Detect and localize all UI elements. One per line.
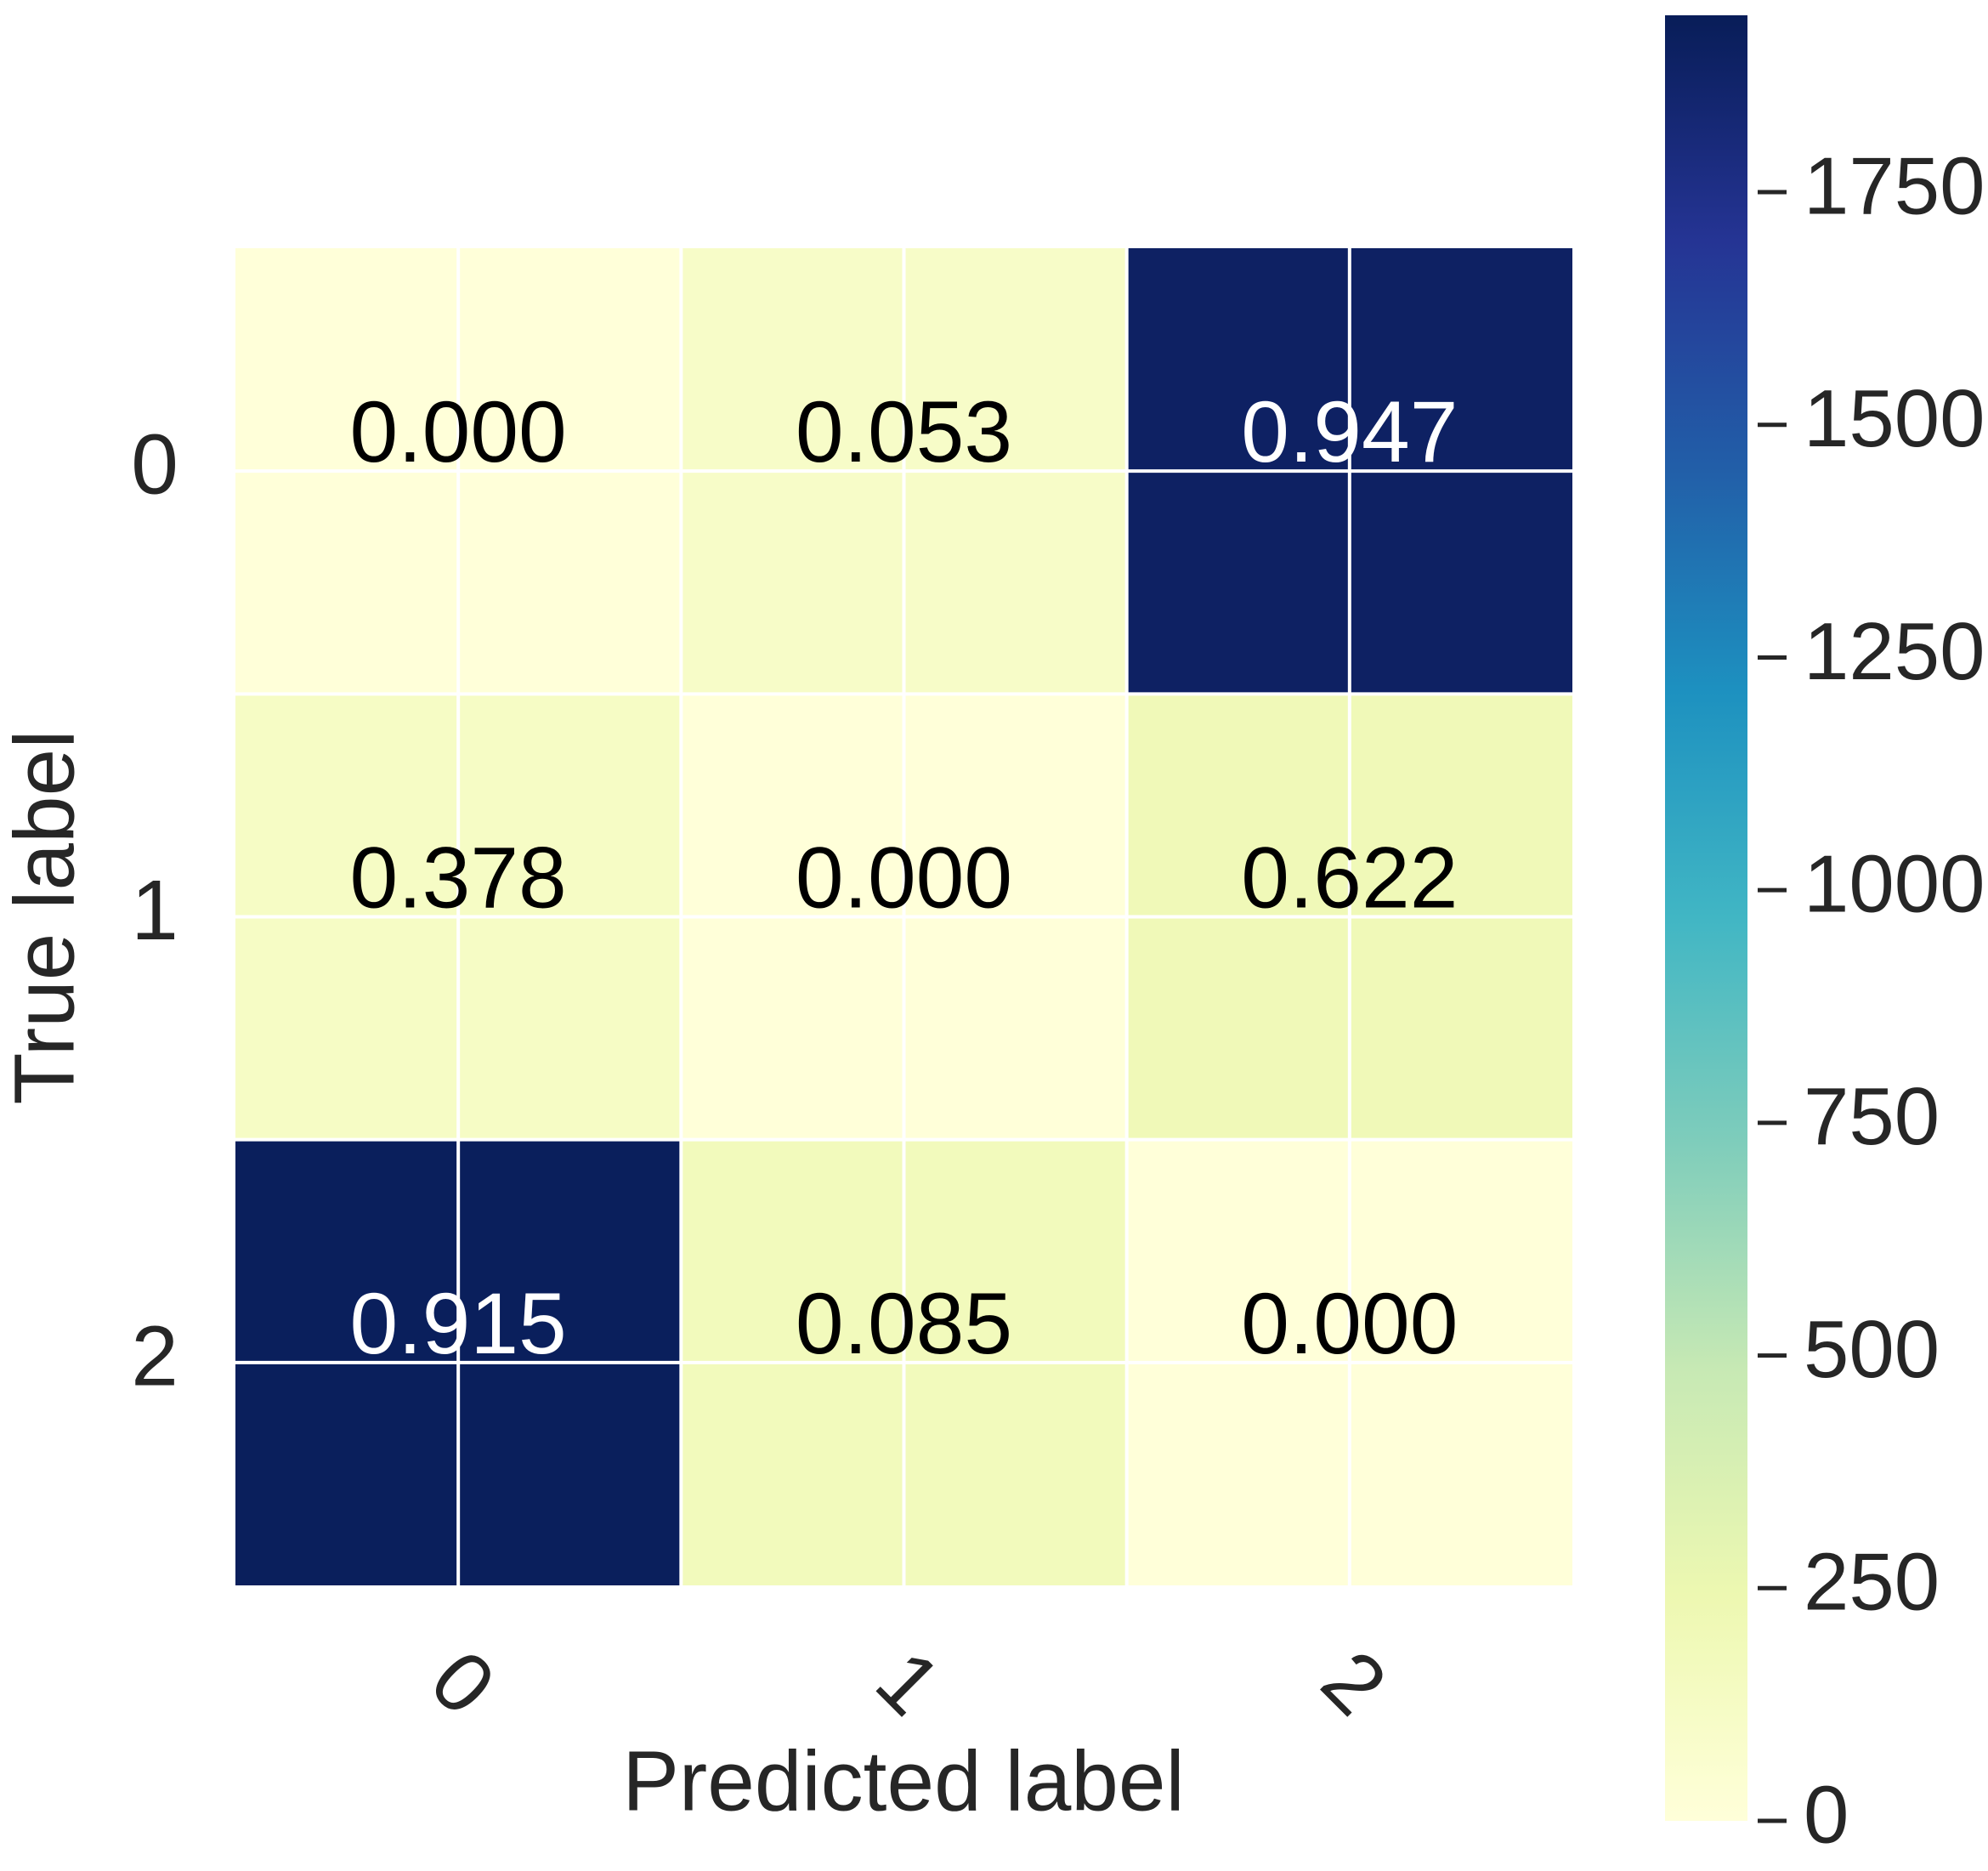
colorbar-tick-label: 1000 [1804, 839, 1985, 930]
y-axis-label: True label [0, 730, 92, 1105]
x-axis-label: Predicted label [622, 1733, 1185, 1828]
colorbar-tick-label: 1250 [1804, 606, 1985, 697]
y-tick-label: 0 [131, 417, 178, 513]
colorbar-tick-label: 1750 [1804, 140, 1985, 231]
cell-label: 0.947 [1241, 383, 1458, 480]
cell-label: 0.000 [350, 383, 567, 480]
cell-label: 0.000 [1241, 1275, 1458, 1372]
x-tick-label: 0 [412, 1632, 513, 1733]
colorbar-tick-label: 0 [1804, 1769, 1849, 1860]
cell-label: 0.378 [350, 829, 567, 926]
x-tick-label: 2 [1304, 1632, 1405, 1733]
colorbar [1665, 15, 1747, 1821]
colorbar-tick-label: 250 [1804, 1537, 1940, 1628]
x-tick-label: 1 [858, 1632, 960, 1733]
y-tick-label: 1 [131, 863, 178, 958]
cell-label: 0.053 [796, 383, 1012, 480]
colorbar-tick-label: 750 [1804, 1071, 1940, 1162]
cell-label: 0.085 [796, 1275, 1012, 1372]
y-tick-label: 2 [131, 1308, 178, 1403]
cell-label: 0.915 [350, 1275, 567, 1372]
colorbar-tick-label: 500 [1804, 1304, 1940, 1395]
cell-label: 0.622 [1241, 829, 1458, 926]
cell-label: 0.000 [796, 829, 1012, 926]
colorbar-tick-label: 1500 [1804, 373, 1985, 464]
